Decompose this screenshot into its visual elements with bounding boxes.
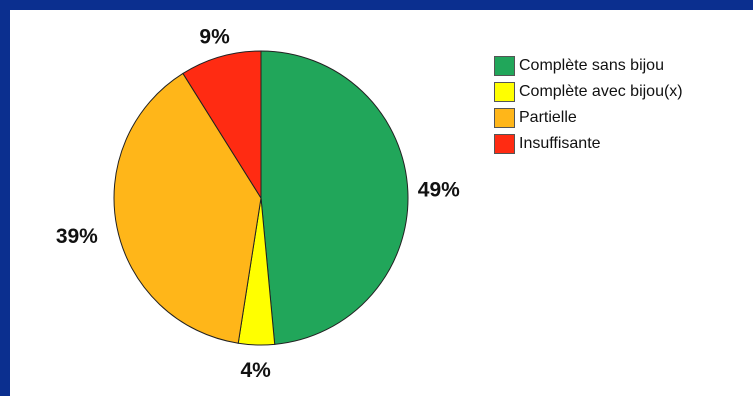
pie-slices <box>113 50 409 346</box>
legend-swatch <box>494 134 515 154</box>
pie-slice <box>113 72 262 344</box>
legend-item: Insuffisante <box>494 132 683 156</box>
pie-chart: 49% 4% 39% 9% <box>56 26 460 382</box>
legend-swatch <box>494 108 515 128</box>
legend-label: Complète avec bijou(x) <box>519 83 683 100</box>
legend-item: Complète avec bijou(x) <box>494 80 683 104</box>
legend-label: Complète sans bijou <box>519 57 664 74</box>
slice-percent-label: 49% <box>418 179 460 202</box>
legend-item: Partielle <box>494 106 683 130</box>
pie-labels: 49% 4% 39% 9% <box>56 26 460 382</box>
pie-slice <box>260 50 409 345</box>
pie-slice <box>182 50 262 200</box>
slice-percent-label: 9% <box>199 26 230 49</box>
legend-swatch <box>494 56 515 76</box>
slice-percent-label: 39% <box>56 225 98 248</box>
chart-frame: 49% 4% 39% 9% Complète sans bijou Complète … <box>10 10 753 396</box>
legend-swatch <box>494 82 515 102</box>
slice-percent-label: 4% <box>240 359 271 382</box>
legend-label: Insuffisante <box>519 135 601 152</box>
legend-label: Partielle <box>519 109 577 126</box>
legend: Complète sans bijou Complète avec bijou(… <box>494 54 683 158</box>
legend-item: Complète sans bijou <box>494 54 683 78</box>
